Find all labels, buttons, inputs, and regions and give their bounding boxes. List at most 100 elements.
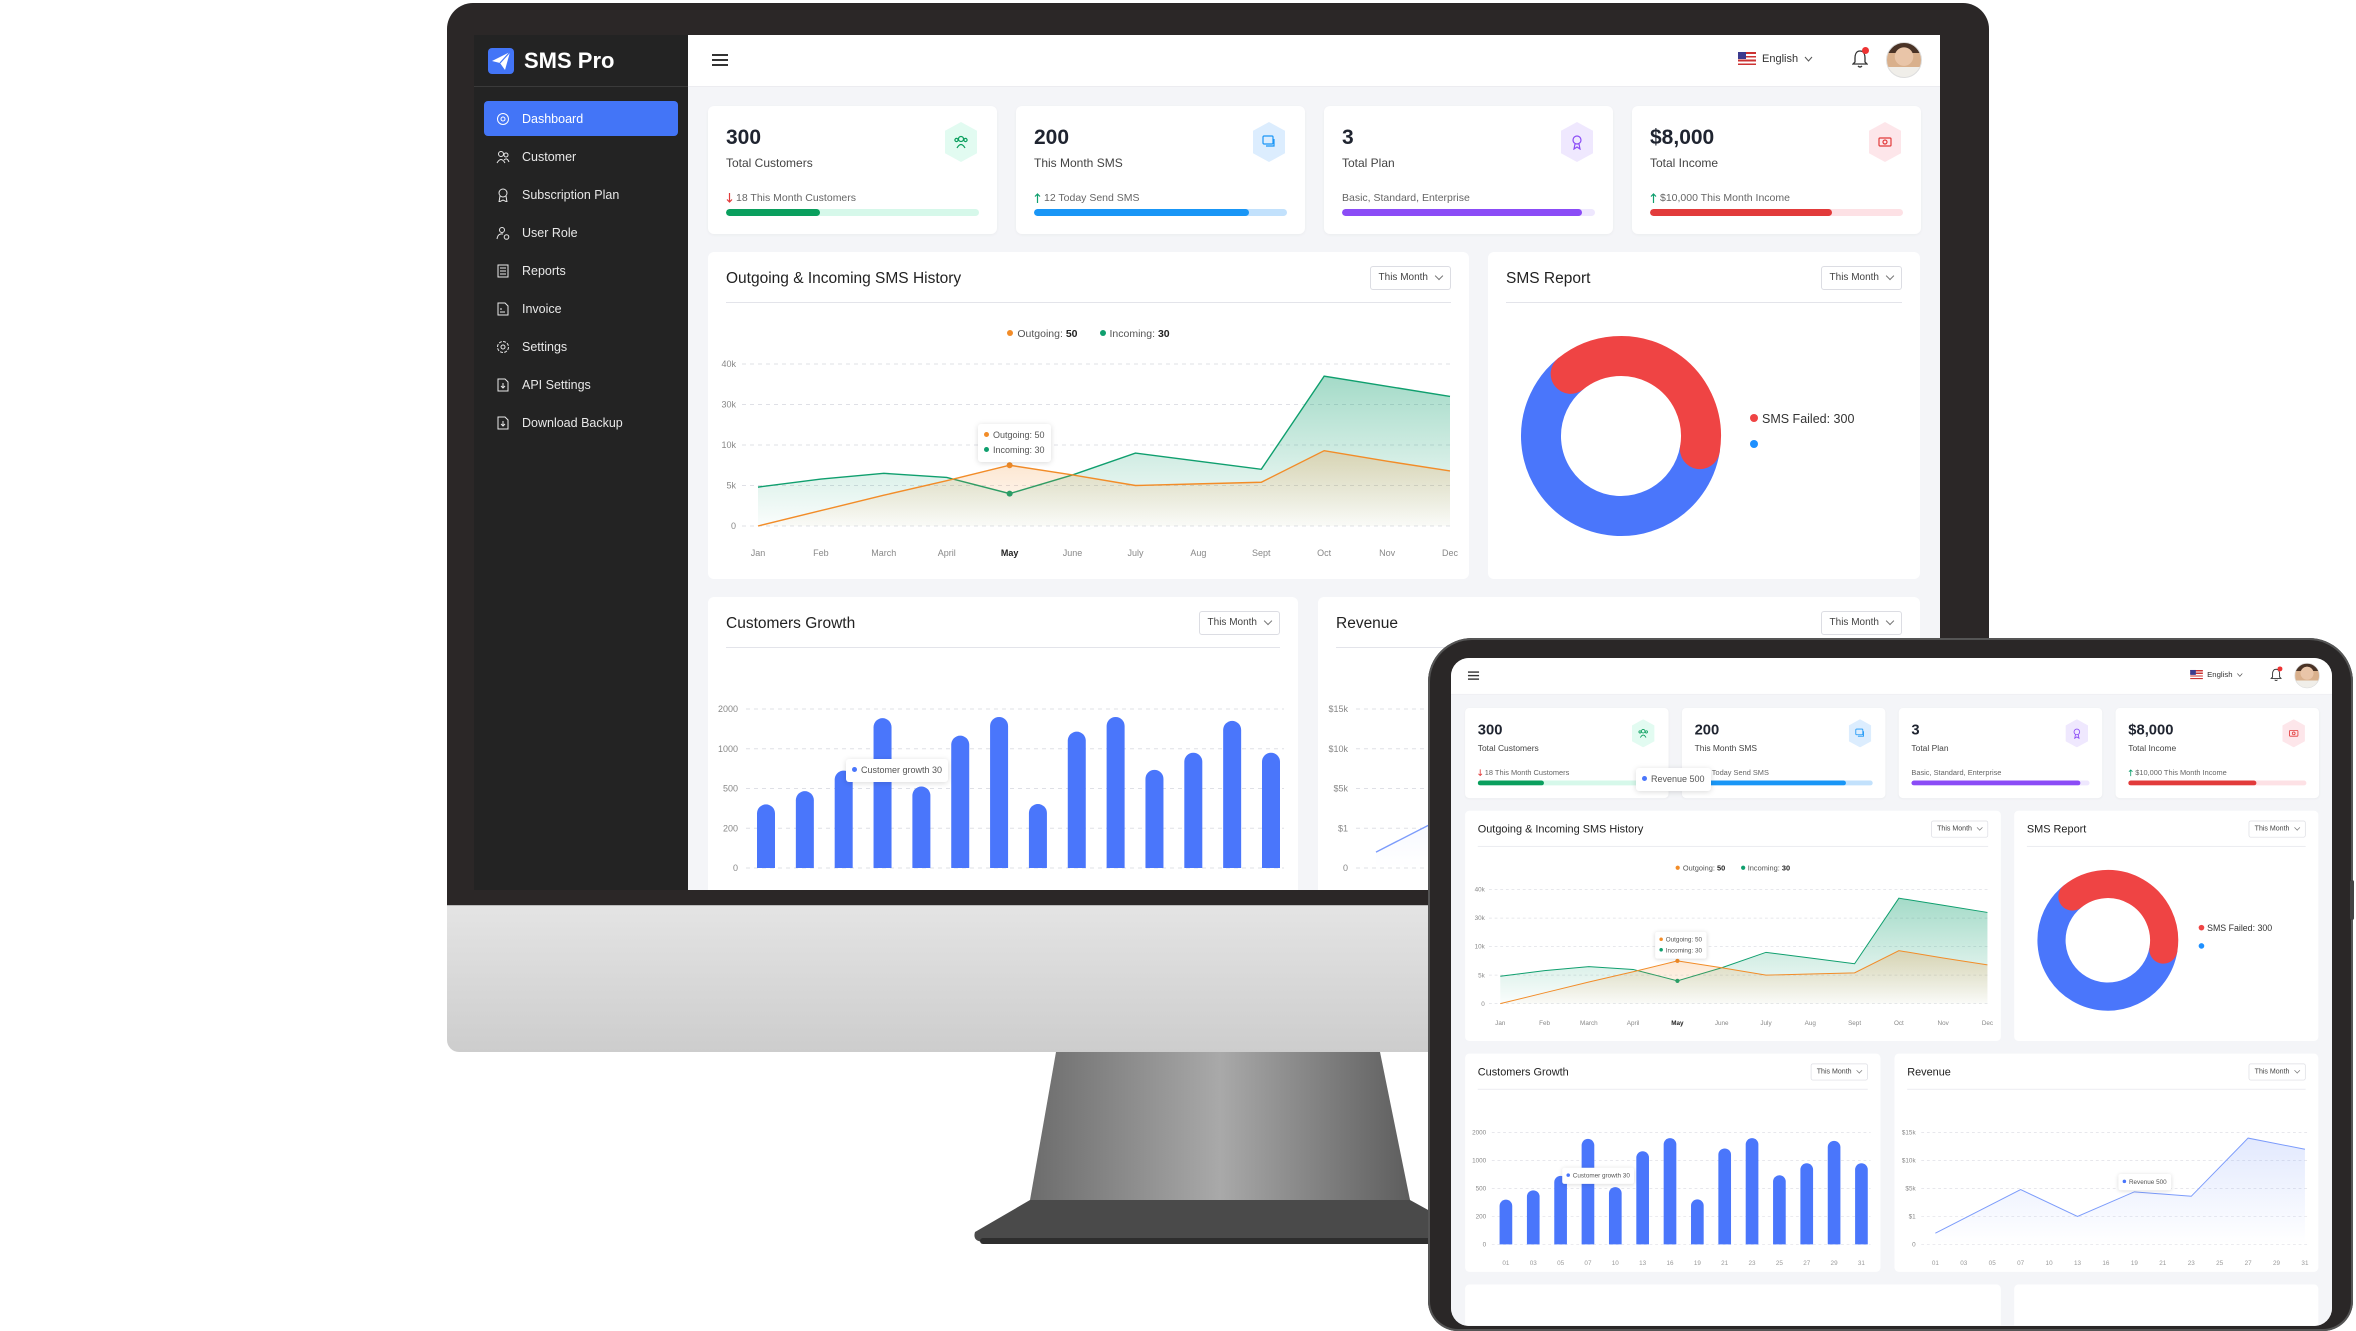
bar[interactable] [834, 770, 853, 868]
language-selector[interactable]: English [2190, 669, 2243, 680]
x-tick-label: 05 [839, 889, 849, 890]
bar[interactable] [1526, 1190, 1540, 1245]
legend-incoming[interactable]: Incoming: 30 [1099, 328, 1170, 340]
legend-sms-failed[interactable]: SMS Failed: 300 [2198, 923, 2272, 933]
bar[interactable] [1223, 720, 1242, 868]
x-tick-label: May [1001, 548, 1019, 558]
bar[interactable] [990, 716, 1009, 868]
bar[interactable] [1691, 1199, 1704, 1245]
outgoing-area [1500, 950, 1988, 1004]
stat-progress-bar [1694, 780, 1873, 786]
bar[interactable] [1827, 1140, 1841, 1245]
bar[interactable] [1608, 1187, 1622, 1245]
period-dropdown[interactable]: This Month [2248, 820, 2306, 838]
logo[interactable]: SMS Pro [474, 35, 688, 87]
legend-sms-failed[interactable]: SMS Failed: 300 [1750, 412, 1854, 426]
x-tick-label: 25 [2216, 1260, 2224, 1267]
monitor-stand [974, 1052, 1469, 1244]
bar[interactable] [1262, 752, 1280, 868]
sidebar-item-label: Customer [522, 149, 577, 164]
donut-slice-other[interactable] [1521, 353, 1720, 536]
legend-other[interactable] [1750, 438, 1854, 452]
divider [726, 302, 1451, 303]
sidebar-item-download-backup[interactable]: Download Backup [484, 405, 678, 440]
divider [1907, 1088, 2306, 1090]
bar[interactable] [951, 735, 970, 868]
donut-slice-sms-failed[interactable] [2058, 869, 2179, 964]
outgoing-marker[interactable] [1006, 462, 1013, 469]
bar[interactable] [1773, 1175, 1786, 1245]
period-dropdown[interactable]: This Month [2248, 1063, 2306, 1081]
user-avatar[interactable] [2294, 662, 2320, 689]
stat-subtext: 18 This Month Customers [1478, 769, 1569, 777]
sidebar-item-dashboard[interactable]: Dashboard [484, 101, 678, 136]
bar[interactable] [1106, 716, 1125, 868]
bar[interactable] [1718, 1148, 1732, 1245]
period-dropdown[interactable]: This Month [1820, 266, 1902, 290]
us-flag-icon [2190, 669, 2203, 680]
stat-progress-bar [1477, 780, 1656, 786]
x-tick-label: 07 [2017, 1260, 2025, 1267]
bar[interactable] [1581, 1138, 1595, 1245]
bar[interactable] [1184, 752, 1203, 868]
card-title: SMS Report [1506, 270, 1591, 287]
bar[interactable] [912, 786, 931, 868]
period-dropdown[interactable]: This Month [1369, 266, 1451, 290]
bar[interactable] [1554, 1175, 1567, 1245]
legend-other[interactable] [2198, 942, 2273, 952]
language-selector[interactable]: English [1738, 52, 1813, 65]
sidebar-item-customer[interactable]: Customer [484, 139, 678, 174]
bar[interactable] [1745, 1138, 1759, 1245]
hamburger-menu-icon[interactable] [1467, 671, 1480, 681]
sidebar-item-settings[interactable]: Settings [484, 329, 678, 364]
app-name: SMS Pro [524, 47, 615, 73]
sidebar-item-invoice[interactable]: Invoice [484, 291, 678, 326]
period-dropdown[interactable]: This Month [1198, 611, 1280, 635]
user-avatar[interactable] [1886, 42, 1922, 78]
period-dropdown[interactable]: This Month [1820, 611, 1902, 635]
bar[interactable] [1800, 1163, 1814, 1245]
chart-tooltip: Revenue 500 [1636, 768, 1711, 791]
divider [1477, 1088, 1868, 1090]
hamburger-menu-icon[interactable] [712, 53, 728, 67]
bottom-card-right [2014, 1284, 2319, 1326]
stat-card-total-plan: 3 Total Plan Basic, Standard, Enterprise [1324, 106, 1613, 234]
sidebar-item-user-role[interactable]: User Role [484, 215, 678, 250]
y-tick-label: 10k [1475, 944, 1486, 951]
sidebar-item-api-settings[interactable]: API Settings [484, 367, 678, 402]
tooltip-text: Customer growth 30 [1572, 1171, 1630, 1179]
bar[interactable] [795, 791, 814, 868]
divider [1477, 845, 1989, 847]
bar[interactable] [1663, 1138, 1677, 1245]
period-dropdown[interactable]: This Month [1810, 1063, 1868, 1081]
reports-icon [497, 264, 509, 277]
outgoing-marker[interactable] [1675, 958, 1680, 964]
stat-card-total-customers: 300 Total Customers 18 This Month Customer… [708, 106, 997, 234]
bar[interactable] [873, 718, 892, 868]
legend-outgoing[interactable]: Outgoing: 50 [1007, 328, 1078, 340]
outgoing-line [757, 449, 1451, 527]
x-tick-label: 29 [2273, 1260, 2281, 1267]
legend-outgoing[interactable]: Outgoing: 50 [1675, 864, 1725, 873]
y-tick-label: 0 [1912, 1242, 1916, 1249]
sidebar-item-subscription-plan[interactable]: Subscription Plan [484, 177, 678, 212]
bar[interactable] [1028, 804, 1047, 868]
top-header: English [1451, 658, 2332, 695]
bar[interactable] [1636, 1151, 1649, 1245]
legend-incoming[interactable]: Incoming: 30 [1740, 864, 1790, 873]
bar[interactable] [1145, 769, 1164, 868]
sidebar-item-reports[interactable]: Reports [484, 253, 678, 288]
stat-label: Total Income [2128, 743, 2177, 754]
chart-legend: Outgoing: 50 Incoming: 30 [1465, 864, 2001, 873]
x-tick-label: 19 [1033, 889, 1043, 890]
period-dropdown[interactable]: This Month [1930, 820, 1989, 838]
bar[interactable] [757, 804, 775, 868]
x-tick-label: May [1671, 1020, 1684, 1027]
donut-slice-other[interactable] [2037, 882, 2178, 1011]
bar[interactable] [1067, 731, 1086, 868]
bar[interactable] [1855, 1163, 1868, 1245]
donut-slice-sms-failed[interactable] [1550, 336, 1721, 470]
bar[interactable] [1499, 1199, 1513, 1245]
y-tick-label: 5k [1478, 972, 1486, 979]
